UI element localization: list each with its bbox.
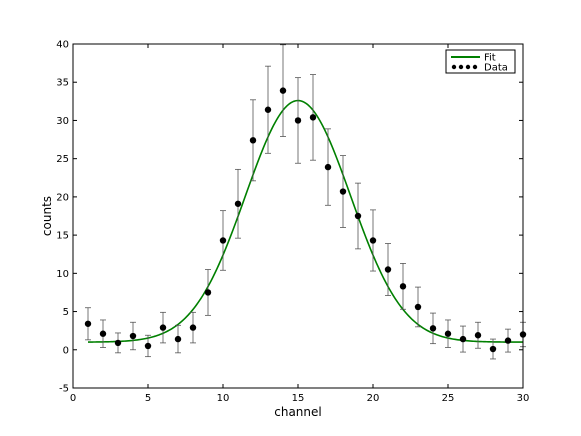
- x-axis-label: channel: [274, 405, 321, 419]
- y-tick-label: 30: [56, 116, 69, 127]
- y-tick-label: 25: [56, 154, 69, 165]
- y-tick-label: -5: [59, 384, 69, 395]
- data-point: [114, 339, 122, 347]
- data-point: [279, 87, 287, 94]
- y-tick-label: 10: [56, 269, 69, 280]
- legend: Fit Data: [445, 49, 516, 74]
- data-point: [174, 335, 182, 343]
- data-point: [129, 332, 137, 340]
- data-point: [399, 283, 407, 290]
- data-point: [309, 114, 317, 121]
- data-point: [369, 237, 377, 244]
- data-point: [99, 330, 107, 337]
- data-point: [249, 137, 257, 144]
- data-point: [429, 325, 437, 332]
- data-point: [354, 212, 362, 220]
- y-tick-label: 5: [63, 307, 69, 318]
- data-point: [474, 332, 482, 339]
- data-point: [234, 200, 242, 207]
- data-point: [204, 289, 212, 296]
- data-point: [444, 330, 452, 337]
- x-tick-label: 30: [517, 393, 530, 404]
- data-layer: [84, 44, 527, 360]
- data-point: [219, 237, 227, 244]
- data-point: [384, 266, 392, 273]
- x-tick-label: 10: [217, 393, 230, 404]
- legend-data-swatch: [451, 64, 478, 70]
- y-axis-label: counts: [40, 196, 54, 236]
- y-tick-label: 35: [56, 78, 69, 89]
- legend-box: [445, 49, 516, 74]
- legend-data-marker: [472, 64, 478, 70]
- fit-line: [87, 99, 523, 343]
- x-tick-label: 15: [292, 393, 305, 404]
- data-point: [489, 345, 497, 353]
- y-tick-label: 0: [63, 345, 69, 356]
- data-point: [324, 163, 332, 171]
- legend-data-marker: [458, 64, 464, 70]
- x-tick-label: 5: [145, 393, 151, 404]
- data-point: [264, 106, 272, 113]
- data-point: [504, 337, 512, 344]
- data-point: [159, 324, 167, 331]
- data-point: [339, 188, 347, 195]
- y-tick-label: 20: [56, 192, 69, 203]
- data-point: [84, 320, 92, 327]
- data-point: [294, 117, 302, 124]
- y-tick-label: 15: [56, 231, 69, 242]
- x-tick-label: 25: [442, 393, 455, 404]
- x-tick-label: 20: [367, 393, 380, 404]
- data-point: [189, 324, 197, 331]
- legend-entry-data: Data: [484, 63, 508, 74]
- y-tick-label: 40: [56, 40, 69, 51]
- legend-data-marker: [465, 64, 471, 70]
- data-point: [144, 342, 152, 350]
- data-point: [459, 335, 467, 343]
- x-tick-label: 0: [70, 393, 76, 404]
- data-point: [414, 303, 422, 311]
- fit-layer: [87, 99, 523, 343]
- legend-data-marker: [451, 64, 457, 70]
- legend-entry-fit: Fit: [484, 53, 496, 64]
